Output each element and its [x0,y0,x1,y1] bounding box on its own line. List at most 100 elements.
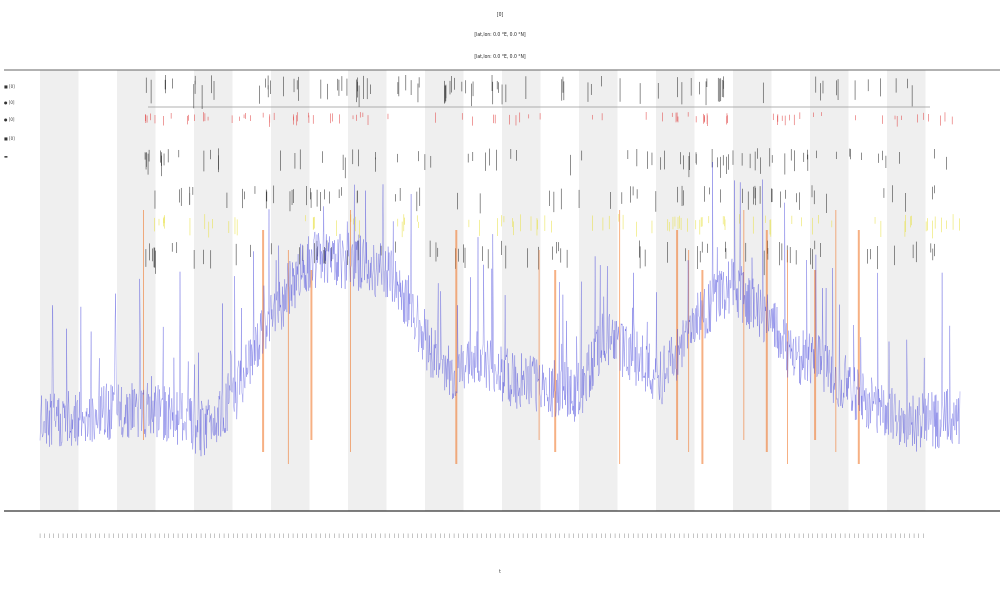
x-tick-label: | [164,533,165,538]
x-tick-label: | [734,533,735,538]
x-tick-label: | [366,533,367,538]
x-tick-label: | [633,533,634,538]
x-tick-label: | [578,533,579,538]
x-tick-label: | [812,533,813,538]
x-tick-label: | [775,533,776,538]
x-tick-label: | [762,533,763,538]
x-tick-labels: | | | | | | | | | | | | | | | | | | | | | | | | | | | | | | | | | | | | | | | |… [39,533,924,538]
legend-entry-5: ▬ [4,154,8,159]
x-tick-label: | [150,533,151,538]
x-tick-label: | [233,533,234,538]
x-tick-label: | [315,533,316,538]
x-tick-label: | [325,533,326,538]
x-tick-label: | [53,533,54,538]
x-tick-label: | [67,533,68,538]
x-tick-label: | [187,533,188,538]
x-tick-label: | [430,533,431,538]
x-tick-label: | [651,533,652,538]
x-tick-label: | [283,533,284,538]
x-tick-label: | [545,533,546,538]
x-tick-label: | [371,533,372,538]
x-tick-label: | [219,533,220,538]
x-tick-label: | [670,533,671,538]
x-tick-label: | [499,533,500,538]
x-tick-label: | [725,533,726,538]
legend-entry-2: ● [0] [4,100,15,105]
x-tick-label: | [76,533,77,538]
x-tick-label: | [729,533,730,538]
x-tick-label: | [858,533,859,538]
x-tick-label: | [605,533,606,538]
x-tick-label: | [881,533,882,538]
x-tick-label: | [122,533,123,538]
event-lines [143,210,860,464]
legend-entry-3: ● [0] [4,117,15,122]
x-tick-label: | [205,533,206,538]
x-tick-label: | [665,533,666,538]
x-tick-label: | [817,533,818,538]
background-band [579,70,618,511]
x-tick-label: | [256,533,257,538]
x-tick-label: | [486,533,487,538]
x-tick-label: | [835,533,836,538]
x-tick-label: | [568,533,569,538]
x-tick-label: | [890,533,891,538]
x-tick-label: | [200,533,201,538]
x-tick-label: | [81,533,82,538]
x-tick-label: | [58,533,59,538]
x-tick-label: | [913,533,914,538]
x-tick-label: | [821,533,822,538]
x-tick-label: | [173,533,174,538]
x-tick-label: | [417,533,418,538]
x-tick-label: | [95,533,96,538]
x-tick-label: | [260,533,261,538]
x-tick-label: | [877,533,878,538]
x-tick-label: | [136,533,137,538]
x-tick-label: | [440,533,441,538]
x-tick-label: | [407,533,408,538]
x-tick-label: | [532,533,533,538]
x-tick-label: | [472,533,473,538]
x-tick-label: | [453,533,454,538]
x-tick-label: | [449,533,450,538]
x-tick-label: | [320,533,321,538]
x-tick-label: | [375,533,376,538]
x-tick-label: | [90,533,91,538]
x-tick-label: | [785,533,786,538]
x-tick-label: | [357,533,358,538]
event-rows [144,75,960,276]
x-tick-label: | [265,533,266,538]
background-band [502,70,541,511]
x-tick-label: | [334,533,335,538]
x-tick-label: | [214,533,215,538]
x-tick-label: | [527,533,528,538]
x-tick-label: | [591,533,592,538]
x-tick-label: | [85,533,86,538]
legend: ■ [0] ● [0] ● [0] ■ [0] ▬ [4,84,15,159]
x-tick-label: | [394,533,395,538]
x-tick-label: | [39,533,40,538]
x-tick-label: | [564,533,565,538]
x-tick-label: | [702,533,703,538]
x-tick-label: | [159,533,160,538]
x-tick-label: | [587,533,588,538]
x-tick-label: | [582,533,583,538]
x-tick-label: | [288,533,289,538]
x-tick-label: | [513,533,514,538]
x-tick-label: | [343,533,344,538]
x-tick-label: | [311,533,312,538]
x-tick-label: | [145,533,146,538]
x-tick-label: | [191,533,192,538]
background-band [733,70,772,511]
x-tick-label: | [44,533,45,538]
x-tick-label: | [49,533,50,538]
x-axis-label: t [499,569,501,575]
x-tick-label: | [895,533,896,538]
x-tick-label: | [168,533,169,538]
x-tick-label: | [536,533,537,538]
x-tick-label: | [269,533,270,538]
x-tick-label: | [854,533,855,538]
x-tick-label: | [237,533,238,538]
x-tick-label: | [338,533,339,538]
x-tick-label: | [918,533,919,538]
